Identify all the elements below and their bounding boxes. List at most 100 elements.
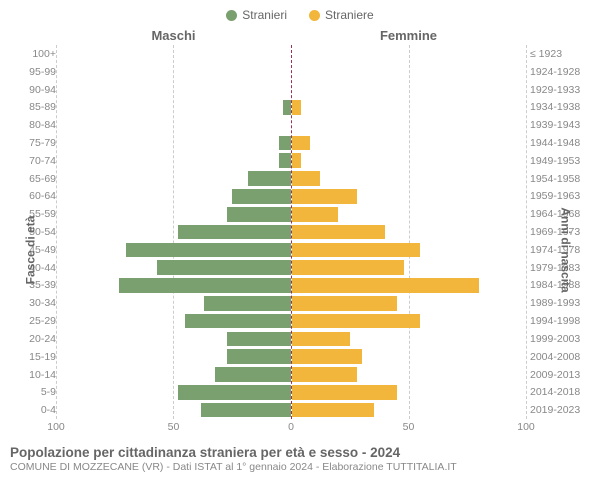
female-bar: [292, 189, 358, 204]
bar-row: [56, 348, 291, 366]
female-bar: [292, 296, 398, 311]
age-label: 25-29: [10, 312, 56, 330]
legend-item-female: Straniere: [309, 8, 374, 22]
y-axis-title-right: Anni di nascita: [558, 207, 572, 292]
bar-row: [56, 366, 291, 384]
female-bar: [292, 403, 374, 418]
legend-item-male: Stranieri: [226, 8, 287, 22]
male-bar: [279, 136, 291, 151]
male-bar: [178, 385, 291, 400]
legend-label-male: Stranieri: [242, 8, 287, 22]
legend-swatch-male: [226, 10, 237, 21]
female-bar: [292, 260, 405, 275]
female-bar: [292, 349, 362, 364]
bar-row: [292, 45, 527, 63]
bar-row: [292, 81, 527, 99]
bar-row: [292, 312, 527, 330]
bar-row: [56, 116, 291, 134]
population-pyramid-chart: Stranieri Straniere Maschi Femmine Fasce…: [0, 0, 600, 500]
bar-row: [56, 330, 291, 348]
age-label: 60-64: [10, 188, 56, 206]
male-bar: [201, 403, 290, 418]
age-label: 90-94: [10, 81, 56, 99]
age-label: 15-19: [10, 348, 56, 366]
age-label: 95-99: [10, 63, 56, 81]
female-bar: [292, 332, 351, 347]
bar-row: [292, 170, 527, 188]
bar-row: [56, 259, 291, 277]
birth-label: 2014-2018: [530, 383, 590, 401]
legend-label-female: Straniere: [325, 8, 374, 22]
bar-row: [56, 205, 291, 223]
age-label: 5-9: [10, 383, 56, 401]
bar-row: [56, 63, 291, 81]
x-tick: 50: [403, 421, 415, 433]
birth-label: 1949-1953: [530, 152, 590, 170]
column-headers: Maschi Femmine: [10, 28, 590, 43]
bar-row: [292, 294, 527, 312]
birth-label: 2019-2023: [530, 401, 590, 419]
birth-label: 1924-1928: [530, 63, 590, 81]
birth-label: 2009-2013: [530, 366, 590, 384]
male-bar: [283, 100, 290, 115]
age-label: 85-89: [10, 98, 56, 116]
male-half: [56, 45, 292, 419]
male-bar: [119, 278, 290, 293]
birth-label: 1994-1998: [530, 312, 590, 330]
age-label: 30-34: [10, 294, 56, 312]
bar-row: [292, 277, 527, 295]
female-bar: [292, 207, 339, 222]
age-label: 100+: [10, 45, 56, 63]
male-bar: [227, 332, 290, 347]
male-bar: [126, 243, 290, 258]
bar-row: [292, 188, 527, 206]
male-bar: [279, 153, 291, 168]
bar-row: [292, 383, 527, 401]
birth-label: ≤ 1923: [530, 45, 590, 63]
female-bar: [292, 136, 311, 151]
legend: Stranieri Straniere: [10, 8, 590, 22]
bars-area: [56, 45, 526, 419]
birth-label: 1934-1938: [530, 98, 590, 116]
age-label: 0-4: [10, 401, 56, 419]
bar-row: [292, 98, 527, 116]
birth-label: 1999-2003: [530, 330, 590, 348]
bar-row: [56, 223, 291, 241]
age-label: 80-84: [10, 116, 56, 134]
age-label: 20-24: [10, 330, 56, 348]
bar-row: [292, 205, 527, 223]
female-bar: [292, 225, 386, 240]
bar-row: [292, 134, 527, 152]
bar-row: [56, 383, 291, 401]
birth-label: 1954-1958: [530, 170, 590, 188]
birth-label: 2004-2008: [530, 348, 590, 366]
chart-subtitle: COMUNE DI MOZZECANE (VR) - Dati ISTAT al…: [10, 461, 590, 473]
bar-row: [56, 170, 291, 188]
age-label: 75-79: [10, 134, 56, 152]
x-tick: 100: [47, 421, 65, 433]
male-bar: [178, 225, 291, 240]
bar-row: [292, 63, 527, 81]
female-bar: [292, 243, 421, 258]
bar-row: [56, 81, 291, 99]
bar-row: [56, 241, 291, 259]
legend-swatch-female: [309, 10, 320, 21]
bar-row: [56, 188, 291, 206]
female-bar: [292, 171, 320, 186]
birth-label: 1944-1948: [530, 134, 590, 152]
bar-row: [292, 116, 527, 134]
y-axis-title-left: Fasce di età: [23, 216, 37, 285]
female-bar: [292, 100, 301, 115]
age-label: 70-74: [10, 152, 56, 170]
chart-title: Popolazione per cittadinanza straniera p…: [10, 445, 590, 460]
female-half: [292, 45, 527, 419]
male-bar: [157, 260, 291, 275]
bar-row: [292, 330, 527, 348]
bar-row: [56, 277, 291, 295]
bar-row: [56, 98, 291, 116]
x-tick: 50: [168, 421, 180, 433]
bar-row: [292, 366, 527, 384]
birth-label: 1989-1993: [530, 294, 590, 312]
bar-row: [56, 312, 291, 330]
bar-row: [292, 259, 527, 277]
